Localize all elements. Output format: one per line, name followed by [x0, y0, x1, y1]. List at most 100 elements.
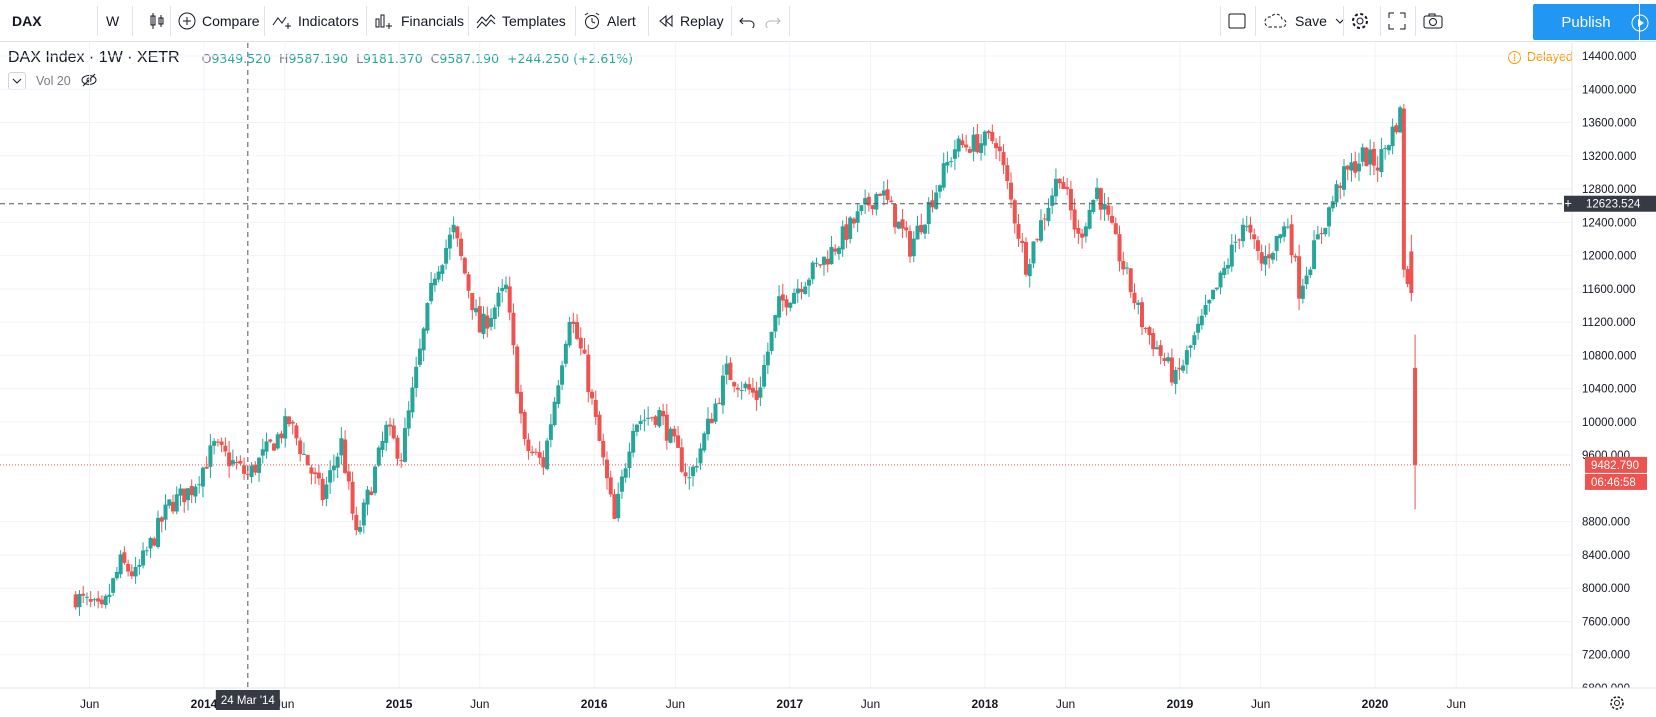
- price-tick-label: 13600.000: [1582, 118, 1636, 130]
- candle-body: [1394, 125, 1399, 133]
- candle-body: [1364, 147, 1369, 167]
- candle-body: [773, 315, 778, 332]
- candle-body: [1312, 240, 1317, 270]
- candle-body: [900, 219, 905, 229]
- candle-body: [107, 594, 112, 597]
- high-key: H: [279, 50, 289, 66]
- candle-body: [1211, 289, 1216, 300]
- price-tick-label: 7600.000: [1582, 616, 1630, 628]
- candle-body: [492, 307, 497, 320]
- candle-body: [1136, 302, 1141, 305]
- candle-body: [964, 144, 969, 148]
- compare-button[interactable]: Compare: [178, 0, 260, 42]
- candle-body: [406, 410, 411, 429]
- time-tick-label: 2018: [971, 697, 998, 711]
- candle-body: [286, 416, 291, 425]
- price-tick-label: 7200.000: [1582, 650, 1630, 662]
- candle-body: [455, 226, 460, 239]
- undo-button[interactable]: [739, 0, 755, 42]
- candle-body: [1068, 188, 1073, 211]
- candle-body: [96, 598, 101, 602]
- candle-body: [178, 488, 183, 496]
- candle-body: [1091, 199, 1096, 212]
- settings-button[interactable]: [1350, 0, 1370, 42]
- price-axis: 14400.000 14000.000 13600.000 13200.000 1280…: [1564, 43, 1656, 695]
- templates-button[interactable]: Templates: [476, 0, 566, 42]
- candle-body: [713, 403, 718, 422]
- price-tick-label: 10800.000: [1582, 350, 1636, 362]
- candle-body: [133, 566, 138, 577]
- candle-body: [919, 224, 924, 233]
- candle-body: [148, 537, 153, 549]
- publish-button[interactable]: Publish: [1533, 4, 1639, 40]
- redo-button[interactable]: [765, 0, 781, 42]
- candle-body: [896, 221, 901, 229]
- candle-body: [1244, 226, 1249, 228]
- candle-body: [1282, 226, 1287, 237]
- candle-body: [1401, 108, 1406, 270]
- candle-body: [960, 140, 965, 146]
- candle-body: [672, 428, 677, 437]
- fullscreen-button[interactable]: [1388, 0, 1406, 42]
- candle-body: [1046, 207, 1051, 222]
- save-button[interactable]: Save: [1263, 0, 1345, 42]
- candle-body: [971, 134, 976, 152]
- financials-button[interactable]: Financials: [375, 0, 464, 42]
- candle-body: [1375, 167, 1380, 171]
- candle-body: [870, 205, 875, 210]
- candle-body: [1005, 165, 1010, 182]
- chart-style-button[interactable]: [148, 0, 166, 42]
- candle-body: [604, 459, 609, 479]
- candle-body: [1102, 203, 1107, 210]
- templates-label: Templates: [502, 13, 566, 29]
- candle-body: [1383, 147, 1388, 149]
- interval-button[interactable]: W: [106, 0, 119, 42]
- candle-body: [290, 421, 295, 424]
- replay-button[interactable]: Replay: [658, 0, 724, 42]
- candle-body: [1110, 215, 1115, 223]
- candle-body: [432, 278, 437, 286]
- candle-body: [73, 594, 78, 608]
- candle-body: [859, 205, 864, 212]
- candle-body: [1031, 241, 1036, 264]
- candle-body: [863, 198, 868, 205]
- eye-off-icon[interactable]: [81, 73, 97, 90]
- candle-body: [268, 439, 273, 442]
- candle-body: [1300, 285, 1305, 299]
- candle-body: [414, 366, 419, 388]
- collapse-legend-button[interactable]: [8, 72, 26, 90]
- candle-body: [358, 527, 363, 532]
- candle-body: [182, 488, 187, 503]
- candle-body: [335, 456, 340, 468]
- price-tick-label: 13200.000: [1582, 151, 1636, 163]
- gear-icon: [1350, 11, 1370, 31]
- candle-body: [646, 417, 651, 419]
- candle-body: [1038, 220, 1043, 241]
- candle-body: [1196, 323, 1201, 333]
- candle-body: [728, 362, 733, 380]
- layout-button[interactable]: [1228, 0, 1246, 42]
- time-tick-label: Jun: [470, 697, 489, 711]
- candle-body: [339, 438, 344, 456]
- candle-body: [1166, 357, 1171, 362]
- candle-body: [750, 387, 755, 393]
- symbol-search-button[interactable]: DAX: [12, 0, 92, 42]
- indicators-button[interactable]: Indicators: [272, 0, 359, 42]
- redo-icon: [765, 14, 781, 28]
- candle-body: [462, 257, 467, 274]
- delayed-badge[interactable]: ! Delayed: [1508, 50, 1573, 64]
- candle-body: [934, 192, 939, 209]
- publish-play-button[interactable]: [1631, 4, 1656, 40]
- candle-body: [765, 351, 770, 366]
- alert-button[interactable]: Alert: [583, 0, 636, 42]
- indicators-label: Indicators: [298, 13, 359, 29]
- candle-body: [496, 292, 501, 307]
- candle-body: [373, 466, 378, 494]
- candle-body: [1154, 347, 1159, 350]
- candle-body: [444, 247, 449, 264]
- candle-body: [578, 337, 583, 349]
- legend-symbol[interactable]: DAX Index · 1W · XETR: [8, 49, 180, 66]
- screenshot-button[interactable]: [1423, 0, 1443, 42]
- time-axis-bg: [0, 688, 1656, 717]
